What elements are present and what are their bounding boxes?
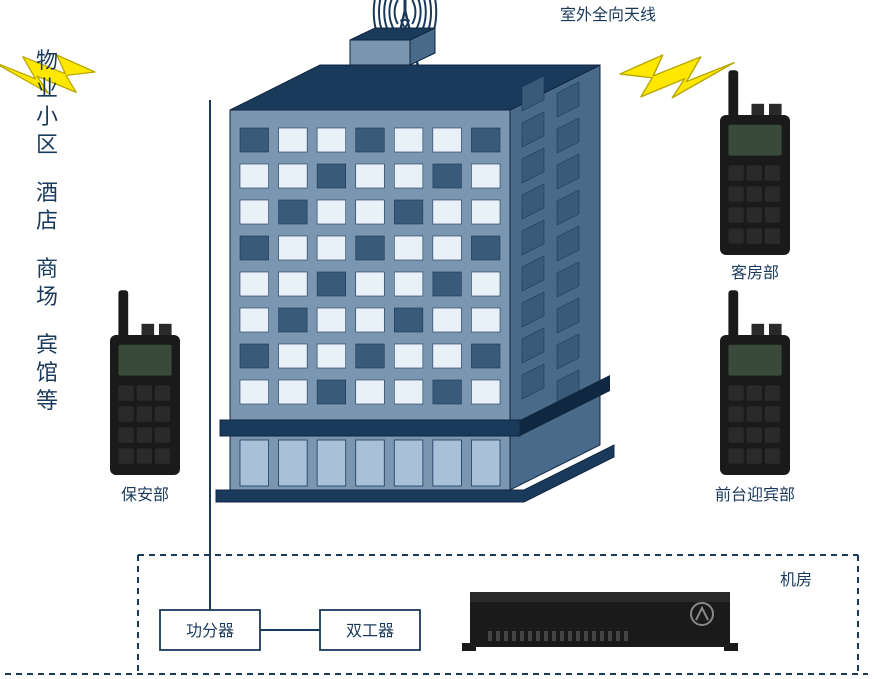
radio-label: 客房部 xyxy=(731,264,779,282)
diagram-canvas: 功分器 双工器 室外全向天线保安部 客房部前台迎宾部机房 物业小区酒店商场宾馆等 xyxy=(0,0,874,679)
side-char: 业 xyxy=(36,76,58,101)
side-char: 宾 xyxy=(36,332,58,357)
side-char: 小 xyxy=(36,104,58,129)
equipment-box: 双工器 xyxy=(320,610,420,650)
equipment-label: 双工器 xyxy=(346,622,394,640)
radio-label: 前台迎宾部 xyxy=(715,486,795,504)
side-char: 物 xyxy=(36,48,58,73)
antenna-label: 室外全向天线 xyxy=(560,6,656,24)
walkie-talkie-icon xyxy=(720,290,790,475)
side-char: 酒 xyxy=(36,180,58,205)
radio-wave-icon xyxy=(395,0,398,24)
side-char: 商 xyxy=(36,256,58,281)
side-char: 区 xyxy=(36,132,58,157)
radio-wave-icon xyxy=(412,0,415,24)
side-char: 店 xyxy=(36,208,58,233)
walkie-talkie-icon xyxy=(110,290,180,475)
walkie-talkie-icon xyxy=(720,70,790,255)
radio-wave-icon xyxy=(416,0,421,30)
radio-label: 保安部 xyxy=(121,486,169,504)
equipment-box: 功分器 xyxy=(160,610,260,650)
side-char: 场 xyxy=(36,284,58,309)
lightning-icon xyxy=(620,55,734,98)
room-label: 机房 xyxy=(780,571,812,589)
equipment-label: 功分器 xyxy=(186,622,234,640)
rack-server-icon xyxy=(462,592,738,651)
side-char: 馆 xyxy=(36,360,58,385)
radio-wave-icon xyxy=(389,0,394,30)
building-icon xyxy=(216,28,614,502)
side-char: 等 xyxy=(36,388,58,413)
side-categories: 物业小区酒店商场宾馆等 xyxy=(36,48,58,413)
